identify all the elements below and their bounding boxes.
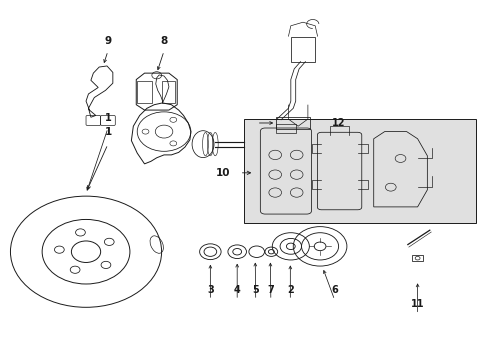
Text: 1: 1 xyxy=(104,127,111,137)
Bar xyxy=(275,125,296,134)
Text: 12: 12 xyxy=(331,118,345,128)
Bar xyxy=(411,255,423,261)
Bar xyxy=(276,117,310,129)
Bar xyxy=(290,37,315,62)
Bar xyxy=(244,119,475,223)
Text: 2: 2 xyxy=(286,285,293,295)
Text: 5: 5 xyxy=(252,285,259,295)
Text: 7: 7 xyxy=(267,285,274,295)
Text: 6: 6 xyxy=(331,285,337,295)
Text: 10: 10 xyxy=(215,168,229,178)
Text: 3: 3 xyxy=(206,285,213,295)
Bar xyxy=(137,81,152,103)
Text: 4: 4 xyxy=(233,285,240,295)
Bar xyxy=(161,81,175,103)
Text: 1: 1 xyxy=(104,113,111,123)
Text: 8: 8 xyxy=(160,36,167,46)
Text: 9: 9 xyxy=(104,36,111,46)
Text: 11: 11 xyxy=(410,299,424,309)
